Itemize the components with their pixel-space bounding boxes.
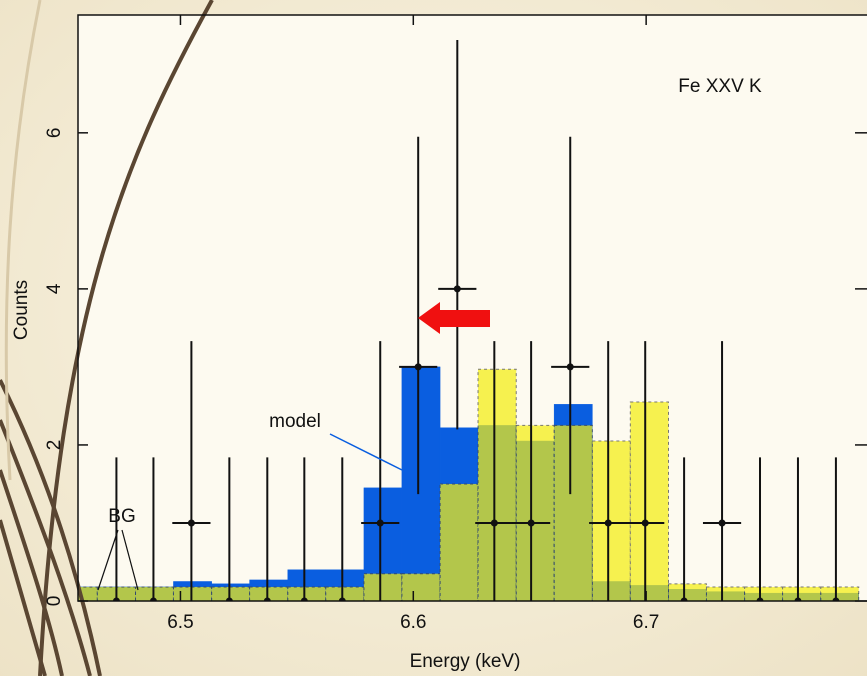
data-point bbox=[225, 597, 233, 601]
data-point bbox=[149, 597, 157, 601]
bar bbox=[477, 368, 517, 601]
bar bbox=[629, 401, 669, 601]
data-point bbox=[680, 597, 688, 601]
bar bbox=[363, 573, 403, 601]
data-point bbox=[453, 285, 461, 293]
data-point bbox=[263, 597, 271, 601]
bar bbox=[249, 586, 289, 601]
bar bbox=[744, 586, 784, 601]
data-point bbox=[566, 363, 574, 371]
y-tick-label: 4 bbox=[44, 283, 65, 294]
y-tick-label: 0 bbox=[44, 596, 65, 607]
deco-curve bbox=[0, 379, 102, 676]
data-point bbox=[300, 597, 308, 601]
plot-layer bbox=[78, 39, 860, 601]
deco-curve bbox=[0, 419, 92, 676]
bar bbox=[820, 586, 860, 601]
bar bbox=[591, 440, 631, 601]
data-point bbox=[641, 519, 649, 527]
x-tick-label: 6.5 bbox=[167, 612, 193, 633]
data-point bbox=[376, 519, 384, 527]
bar bbox=[553, 424, 593, 601]
data-point bbox=[604, 519, 612, 527]
series-label: BG bbox=[108, 506, 135, 527]
deco-curve bbox=[0, 519, 47, 676]
leader-line bbox=[121, 529, 139, 591]
data-point bbox=[527, 519, 535, 527]
bar bbox=[782, 586, 822, 601]
data-point bbox=[832, 597, 840, 601]
deco-curve bbox=[38, 0, 214, 676]
bar bbox=[401, 573, 441, 601]
data-point bbox=[187, 519, 195, 527]
bar bbox=[401, 366, 441, 601]
bar bbox=[439, 483, 479, 601]
leader-line bbox=[97, 529, 119, 591]
bar bbox=[705, 586, 746, 601]
data-point bbox=[414, 363, 422, 371]
data-point bbox=[756, 597, 764, 601]
y-tick-label: 2 bbox=[44, 440, 65, 451]
data-point bbox=[718, 519, 726, 527]
x-tick-label: 6.7 bbox=[633, 612, 659, 633]
bar bbox=[515, 424, 555, 601]
series-label: model bbox=[269, 411, 321, 432]
data-point bbox=[112, 597, 120, 601]
deco-curve bbox=[0, 469, 64, 676]
leader-line bbox=[329, 433, 403, 471]
data-point bbox=[794, 597, 802, 601]
y-tick-label: 6 bbox=[44, 128, 65, 139]
data-point bbox=[338, 597, 346, 601]
series bbox=[78, 368, 860, 601]
decoration bbox=[0, 0, 214, 676]
bar bbox=[172, 586, 213, 601]
bar bbox=[667, 583, 707, 601]
plot-frame bbox=[77, 14, 867, 602]
arrow bbox=[418, 302, 490, 334]
y-axis-label: Counts bbox=[11, 280, 32, 340]
annotation: Fe XXV K bbox=[678, 76, 762, 97]
x-tick-label: 6.6 bbox=[400, 612, 426, 633]
x-axis-label: Energy (keV) bbox=[410, 651, 521, 672]
bar bbox=[325, 586, 365, 601]
deco-curve bbox=[4, 0, 42, 481]
data-point bbox=[490, 519, 498, 527]
